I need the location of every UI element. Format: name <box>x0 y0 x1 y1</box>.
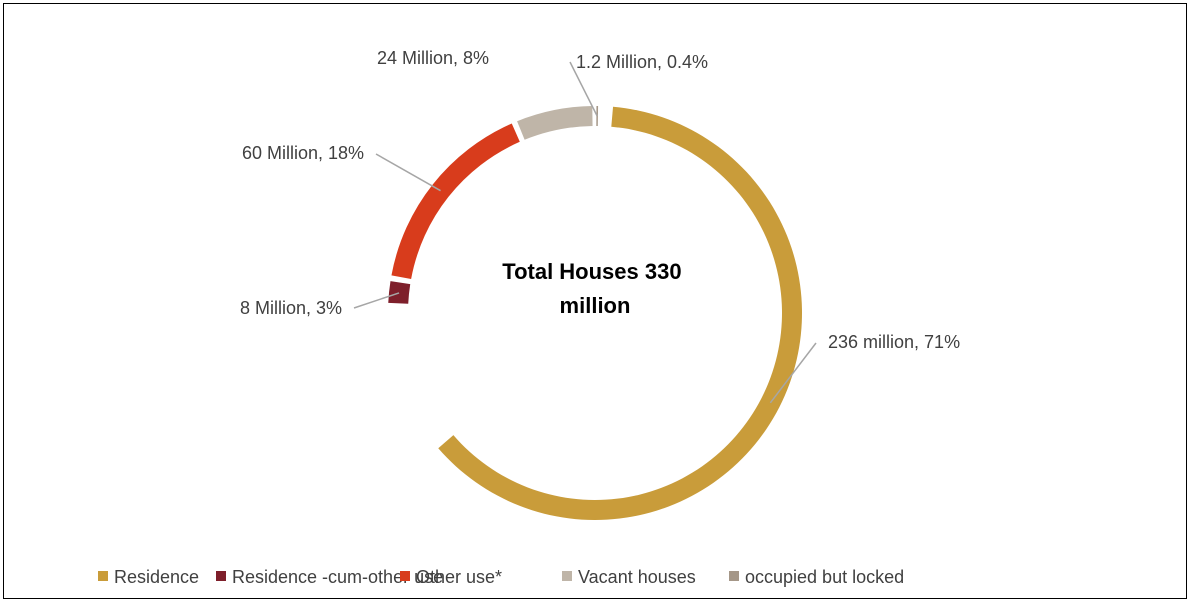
doughnut-arcs <box>388 106 802 521</box>
center-title: Total Houses 330 million <box>502 259 687 318</box>
legend-swatch-vacant-houses <box>562 571 572 581</box>
legend-label-vacant-houses: Vacant houses <box>578 567 696 587</box>
leader-line-other-use <box>375 153 441 192</box>
slice-residence <box>438 106 802 521</box>
slice-residence-cum-other-use <box>388 281 411 304</box>
leader-line-residence-cum-other-use <box>353 292 400 309</box>
doughnut-chart: 236 million, 71% 8 Million, 3% 60 Million,… <box>98 48 960 587</box>
legend-swatch-residence <box>98 571 108 581</box>
label-leader-lines <box>353 61 817 404</box>
data-label-other-use: 60 Million, 18% <box>242 143 364 163</box>
leader-line-occupied-but-locked <box>569 61 598 117</box>
legend-swatch-residence-cum-other-use <box>216 571 226 581</box>
legend-label-occupied-but-locked: occupied but locked <box>745 567 904 587</box>
legend-swatch-occupied-but-locked <box>729 571 739 581</box>
data-label-residence: 236 million, 71% <box>828 332 960 352</box>
legend-swatch-other-use <box>400 571 410 581</box>
data-label-residence-cum-other-use: 8 Million, 3% <box>240 298 342 318</box>
slice-vacant-houses <box>517 106 593 140</box>
data-label-occupied-but-locked: 1.2 Million, 0.4% <box>576 52 708 72</box>
slice-occupied-but-locked <box>596 106 599 127</box>
center-title-line-1: Total Houses 330 <box>502 259 681 284</box>
legend-label-residence-cum-other-use: Residence -cum-other use <box>232 567 443 587</box>
chart-frame: 236 million, 71% 8 Million, 3% 60 Million,… <box>3 3 1187 599</box>
center-title-line-2: million <box>560 293 631 318</box>
legend-label-other-use: Other use* <box>416 567 502 587</box>
slice-other-use <box>391 123 520 280</box>
data-labels: 236 million, 71% 8 Million, 3% 60 Million,… <box>240 48 960 352</box>
leader-line-residence <box>769 342 817 404</box>
legend-label-residence: Residence <box>114 567 199 587</box>
data-label-vacant-houses: 24 Million, 8% <box>377 48 489 68</box>
